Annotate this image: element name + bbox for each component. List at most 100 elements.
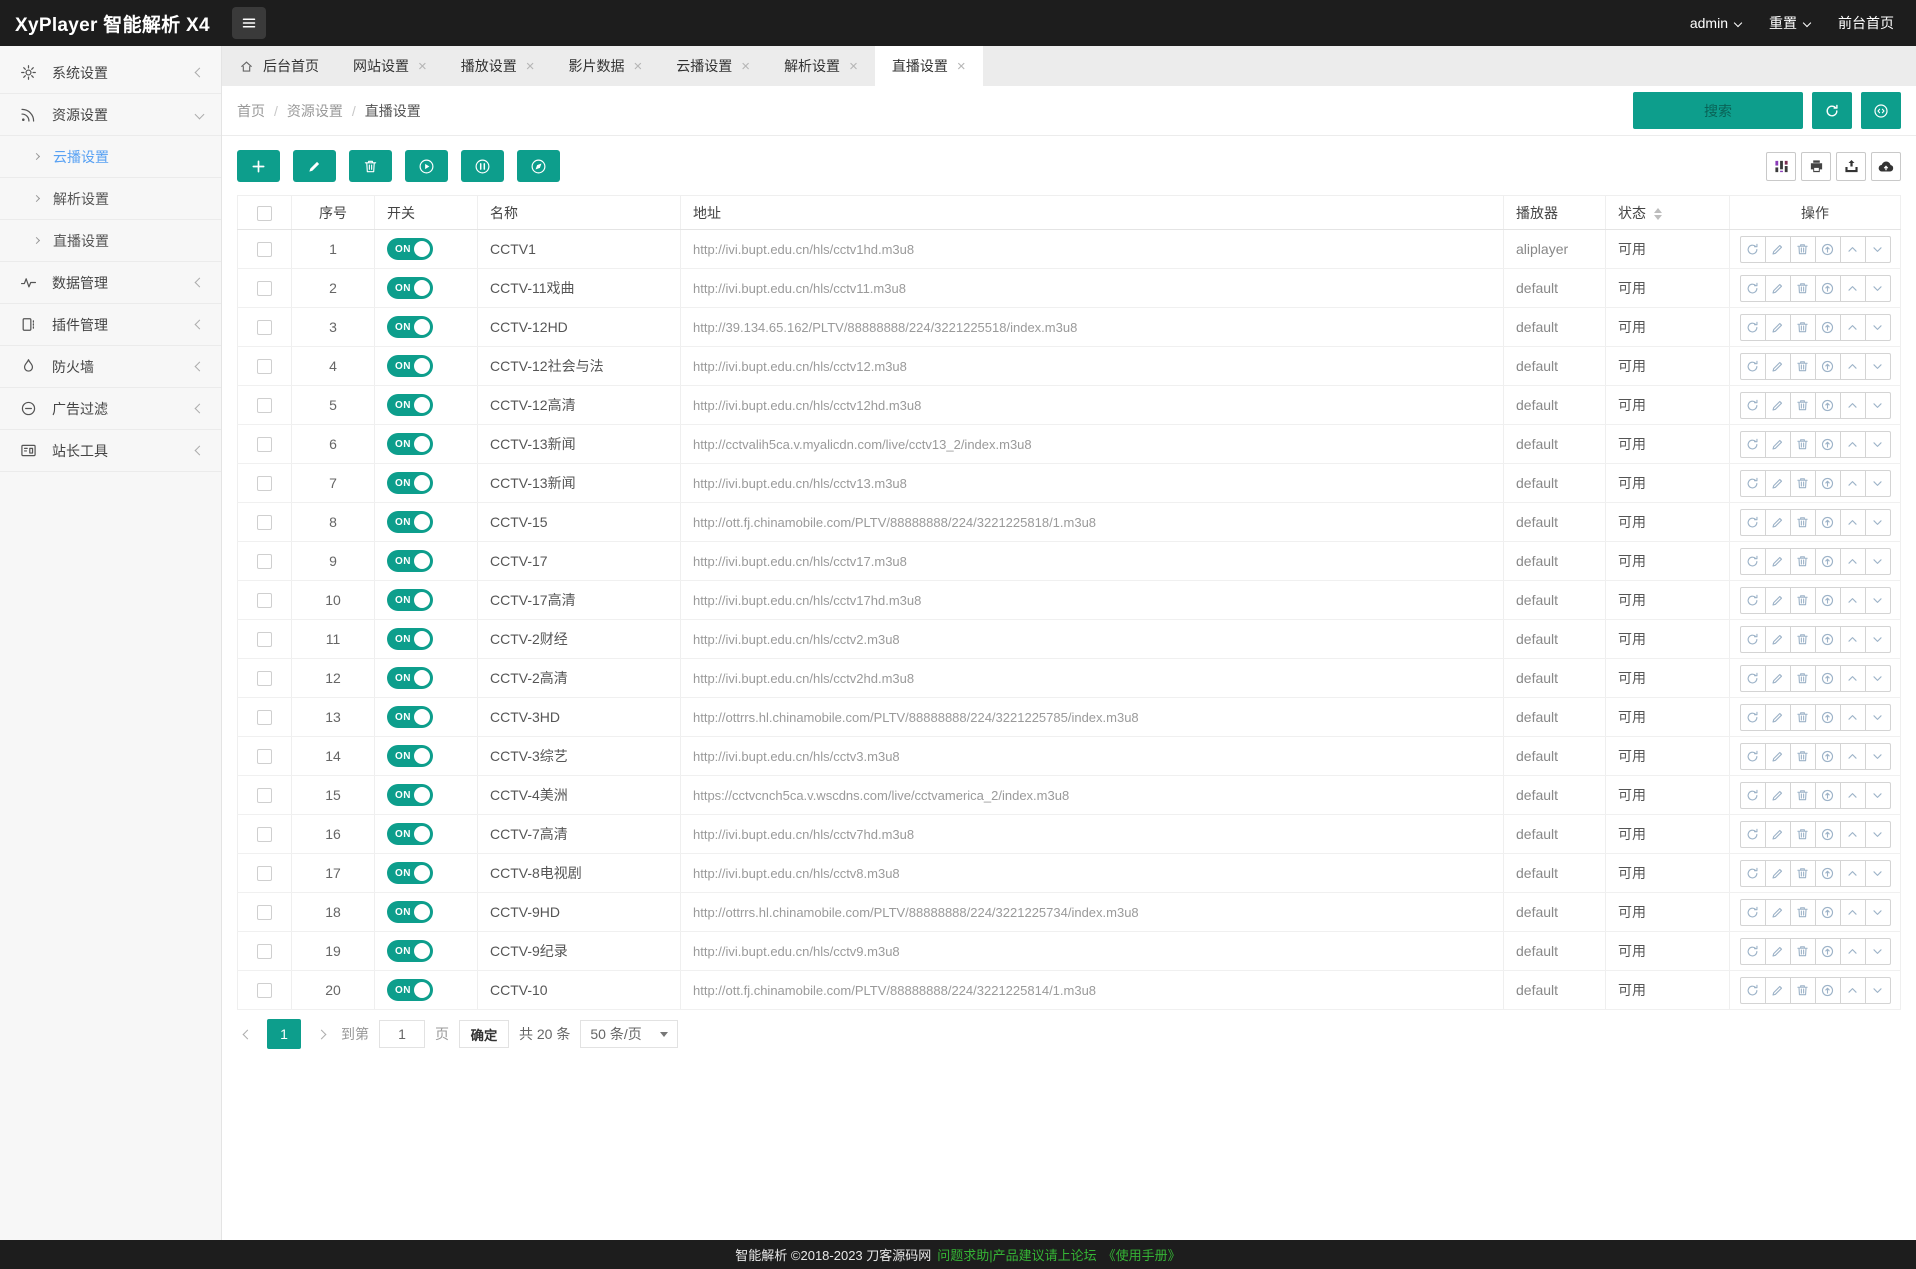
row-delete-button[interactable] [1789,742,1816,770]
reset-menu[interactable]: 重置 [1769,13,1812,33]
sidebar-collapse-button[interactable] [231,7,266,39]
row-toggle-switch[interactable]: ON [387,472,433,494]
row-move-down-button[interactable] [1864,976,1891,1004]
sidebar-item-plugin-management[interactable]: 插件管理 [0,304,221,346]
row-checkbox[interactable] [257,827,272,843]
row-edit-button[interactable] [1764,352,1791,380]
row-move-down-button[interactable] [1864,313,1891,341]
row-refresh-button[interactable] [1739,703,1766,731]
row-toggle-switch[interactable]: ON [387,784,433,806]
row-refresh-button[interactable] [1739,469,1766,497]
row-top-button[interactable] [1814,937,1841,965]
row-checkbox[interactable] [257,515,272,531]
row-move-down-button[interactable] [1864,859,1891,887]
row-toggle-switch[interactable]: ON [387,706,433,728]
next-page-button[interactable] [311,1019,331,1049]
sidebar-item-resource-settings[interactable]: 资源设置 [0,94,221,136]
row-refresh-button[interactable] [1739,313,1766,341]
row-delete-button[interactable] [1789,976,1816,1004]
row-refresh-button[interactable] [1739,937,1766,965]
row-move-up-button[interactable] [1839,625,1866,653]
row-edit-button[interactable] [1764,430,1791,458]
select-all-checkbox[interactable] [257,205,272,221]
row-move-down-button[interactable] [1864,586,1891,614]
row-delete-button[interactable] [1789,859,1816,887]
row-move-up-button[interactable] [1839,781,1866,809]
row-move-up-button[interactable] [1839,898,1866,926]
row-delete-button[interactable] [1789,508,1816,536]
row-refresh-button[interactable] [1739,820,1766,848]
tab-close-icon[interactable]: × [525,57,535,75]
row-edit-button[interactable] [1764,742,1791,770]
row-checkbox[interactable] [257,944,272,960]
row-move-up-button[interactable] [1839,937,1866,965]
row-move-down-button[interactable] [1864,703,1891,731]
row-toggle-switch[interactable]: ON [387,550,433,572]
row-checkbox[interactable] [257,632,272,648]
row-top-button[interactable] [1814,313,1841,341]
row-edit-button[interactable] [1764,274,1791,302]
row-edit-button[interactable] [1764,391,1791,419]
row-refresh-button[interactable] [1739,859,1766,887]
row-checkbox[interactable] [257,788,272,804]
tab-close-icon[interactable]: × [633,57,643,75]
row-edit-button[interactable] [1764,781,1791,809]
row-checkbox[interactable] [257,242,272,258]
row-move-up-button[interactable] [1839,703,1866,731]
row-delete-button[interactable] [1789,235,1816,263]
row-move-up-button[interactable] [1839,469,1866,497]
row-edit-button[interactable] [1764,313,1791,341]
breadcrumb-resource[interactable]: 资源设置 [286,102,343,119]
row-toggle-switch[interactable]: ON [387,745,433,767]
row-move-up-button[interactable] [1839,313,1866,341]
sidebar-subitem-live-settings[interactable]: 直播设置 [0,220,221,262]
row-move-down-button[interactable] [1864,430,1891,458]
row-toggle-switch[interactable]: ON [387,589,433,611]
row-toggle-switch[interactable]: ON [387,277,433,299]
row-move-up-button[interactable] [1839,547,1866,575]
row-top-button[interactable] [1814,742,1841,770]
front-home-link[interactable]: 前台首页 [1838,13,1894,33]
row-delete-button[interactable] [1789,586,1816,614]
cloud-upload-button[interactable] [1871,151,1901,181]
row-top-button[interactable] [1814,820,1841,848]
user-menu[interactable]: admin [1690,15,1743,31]
row-toggle-switch[interactable]: ON [387,316,433,338]
row-toggle-switch[interactable]: ON [387,433,433,455]
row-edit-button[interactable] [1764,469,1791,497]
row-delete-button[interactable] [1789,430,1816,458]
row-toggle-switch[interactable]: ON [387,355,433,377]
row-checkbox[interactable] [257,554,272,570]
row-move-down-button[interactable] [1864,235,1891,263]
row-refresh-button[interactable] [1739,625,1766,653]
tab-movie-data[interactable]: 影片数据 × [552,46,660,86]
row-edit-button[interactable] [1764,547,1791,575]
row-move-down-button[interactable] [1864,508,1891,536]
row-toggle-switch[interactable]: ON [387,862,433,884]
row-checkbox[interactable] [257,437,272,453]
row-move-down-button[interactable] [1864,664,1891,692]
row-delete-button[interactable] [1789,820,1816,848]
row-move-up-button[interactable] [1839,430,1866,458]
row-delete-button[interactable] [1789,937,1816,965]
sidebar-subitem-parse-settings[interactable]: 解析设置 [0,178,221,220]
row-checkbox[interactable] [257,710,272,726]
page-size-select[interactable]: 50 条/页 [580,1020,679,1048]
api-button[interactable] [1861,92,1901,129]
row-delete-button[interactable] [1789,664,1816,692]
row-move-up-button[interactable] [1839,859,1866,887]
row-edit-button[interactable] [1764,937,1791,965]
row-top-button[interactable] [1814,586,1841,614]
tab-live-settings[interactable]: 直播设置 × [874,46,983,86]
row-checkbox[interactable] [257,359,272,375]
sidebar-item-data-management[interactable]: 数据管理 [0,262,221,304]
tab-parse-settings[interactable]: 解析设置 × [767,46,875,86]
row-checkbox[interactable] [257,905,272,921]
row-edit-button[interactable] [1764,976,1791,1004]
row-move-down-button[interactable] [1864,898,1891,926]
row-toggle-switch[interactable]: ON [387,823,433,845]
row-edit-button[interactable] [1764,508,1791,536]
row-refresh-button[interactable] [1739,235,1766,263]
row-checkbox[interactable] [257,983,272,999]
sidebar-subitem-cloud-play[interactable]: 云播设置 [0,136,221,178]
